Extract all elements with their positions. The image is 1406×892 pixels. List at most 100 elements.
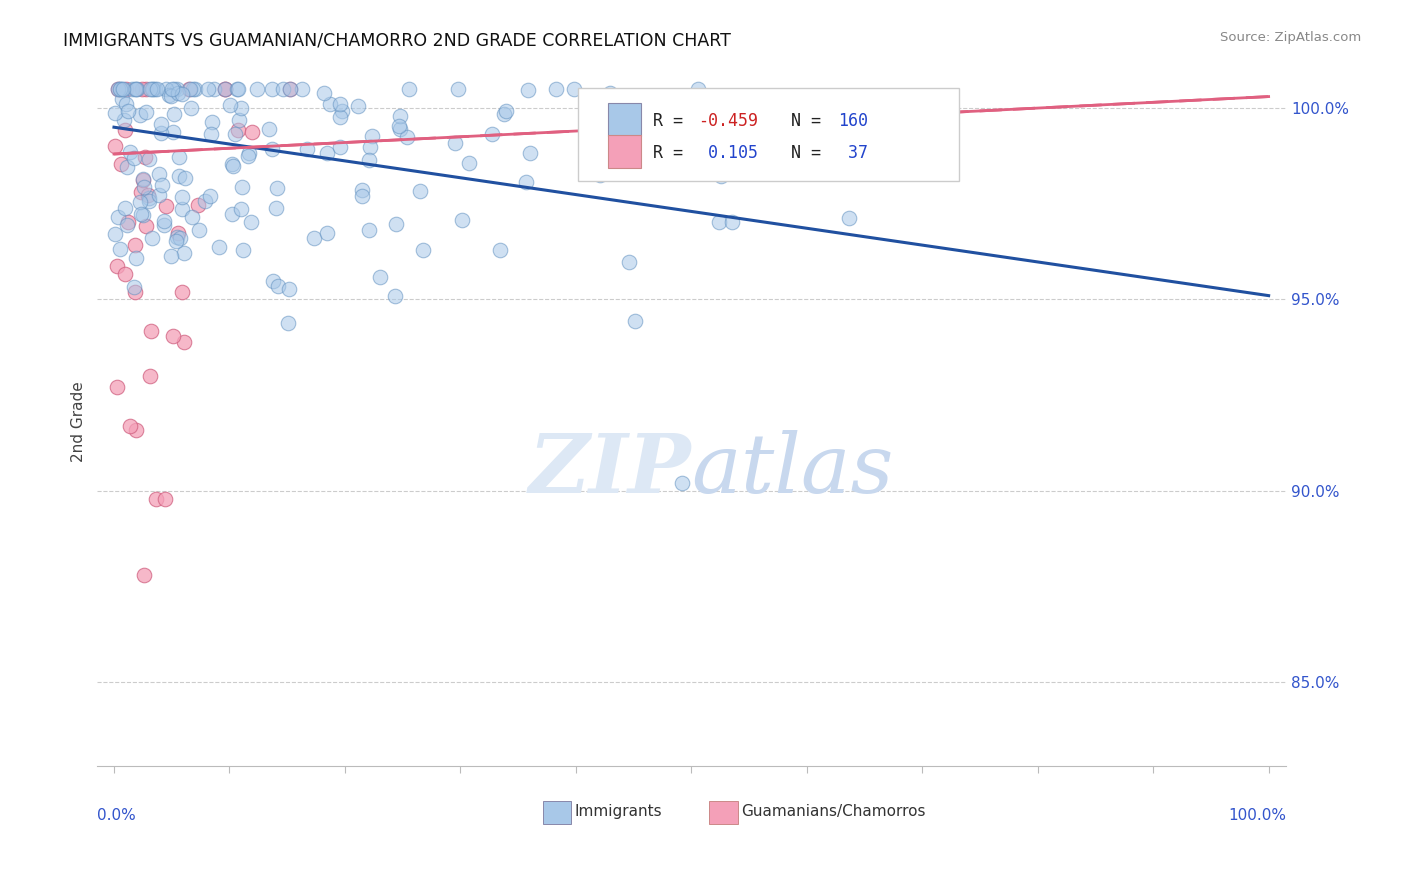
Point xyxy=(108,82,131,96)
Point xyxy=(240,215,263,229)
Point xyxy=(135,105,157,120)
FancyBboxPatch shape xyxy=(607,103,641,136)
Point xyxy=(150,178,173,192)
Point xyxy=(167,226,190,240)
Point xyxy=(136,187,159,202)
Point xyxy=(194,194,217,208)
Point xyxy=(117,219,139,233)
Point xyxy=(721,215,744,229)
Point xyxy=(104,227,127,241)
Point xyxy=(277,316,299,330)
Point xyxy=(173,246,195,260)
Point xyxy=(138,369,160,384)
Point xyxy=(135,219,157,233)
Text: 160: 160 xyxy=(838,112,868,130)
Point xyxy=(155,198,177,212)
Point xyxy=(118,418,141,433)
Point xyxy=(107,82,129,96)
Point xyxy=(124,82,146,96)
Point xyxy=(481,128,503,142)
Point xyxy=(221,157,243,171)
Point xyxy=(267,279,290,293)
Point xyxy=(398,82,420,96)
Point xyxy=(160,82,183,96)
Point xyxy=(138,191,160,205)
Text: ZIP: ZIP xyxy=(529,430,692,510)
Point xyxy=(278,82,301,96)
Point xyxy=(110,157,132,171)
Point xyxy=(131,82,153,96)
Text: N =: N = xyxy=(770,112,831,130)
Point xyxy=(117,215,139,229)
Text: atlas: atlas xyxy=(692,430,894,510)
Point xyxy=(172,202,194,217)
Point xyxy=(181,82,204,96)
Point xyxy=(138,194,160,208)
Point xyxy=(170,285,193,300)
Text: N =: N = xyxy=(770,145,831,162)
Point xyxy=(174,171,197,186)
Point xyxy=(135,82,157,96)
Y-axis label: 2nd Grade: 2nd Grade xyxy=(72,382,86,462)
Point xyxy=(117,103,139,118)
Point xyxy=(165,235,187,249)
Point xyxy=(204,82,226,96)
Point xyxy=(262,274,284,288)
Point xyxy=(172,87,194,101)
Point xyxy=(447,82,470,96)
Point xyxy=(516,82,538,96)
Point xyxy=(838,211,860,225)
Point xyxy=(395,130,418,145)
Point xyxy=(291,82,314,96)
Point xyxy=(134,150,156,164)
Point xyxy=(489,244,512,258)
Point xyxy=(129,185,152,199)
Point xyxy=(208,240,231,254)
Point xyxy=(112,113,135,128)
Text: 100.0%: 100.0% xyxy=(1227,808,1286,822)
Point xyxy=(115,82,138,96)
Point xyxy=(132,173,155,187)
Point xyxy=(148,167,170,181)
FancyBboxPatch shape xyxy=(543,801,571,823)
Point xyxy=(361,129,384,144)
Point xyxy=(167,150,190,164)
Point xyxy=(125,423,148,437)
Point xyxy=(162,82,184,96)
Point xyxy=(544,82,567,96)
Point xyxy=(184,82,207,96)
Point xyxy=(129,207,152,221)
Point xyxy=(359,222,381,236)
Point xyxy=(271,82,294,96)
Point xyxy=(169,169,191,184)
Point xyxy=(125,252,148,266)
Point xyxy=(242,125,264,139)
Point xyxy=(114,123,136,137)
Point xyxy=(104,139,127,153)
Point xyxy=(162,125,184,139)
Point xyxy=(347,98,370,112)
Point xyxy=(444,136,467,150)
Point xyxy=(229,101,252,115)
Point xyxy=(388,120,411,134)
Point xyxy=(124,285,146,299)
Point xyxy=(129,195,152,210)
Point xyxy=(495,104,517,119)
Point xyxy=(105,259,128,273)
Point xyxy=(302,231,325,245)
Point xyxy=(146,82,169,96)
FancyBboxPatch shape xyxy=(578,87,959,181)
Text: 0.105: 0.105 xyxy=(699,145,758,162)
Point xyxy=(155,82,177,96)
Point xyxy=(166,229,188,244)
Point xyxy=(169,231,191,245)
Point xyxy=(458,156,481,170)
Point xyxy=(262,82,284,96)
Point xyxy=(134,179,156,194)
Point xyxy=(114,201,136,215)
Point xyxy=(111,82,134,96)
Point xyxy=(118,145,141,159)
Point xyxy=(519,146,541,161)
Point xyxy=(219,98,242,112)
Point xyxy=(710,169,733,183)
